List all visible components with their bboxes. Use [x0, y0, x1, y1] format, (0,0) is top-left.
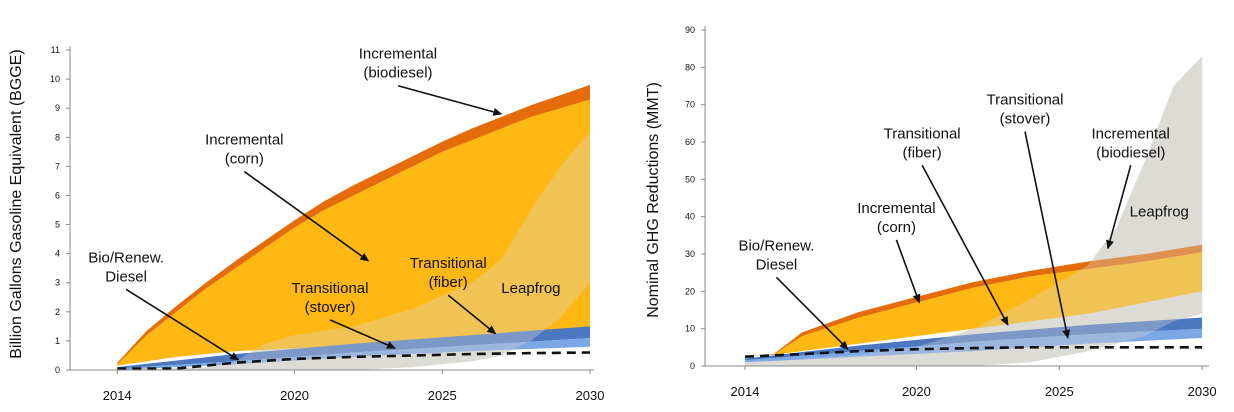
y-tick-label: 70: [685, 100, 695, 110]
y-tick-label: 90: [685, 25, 695, 35]
y-tick-label: 30: [685, 249, 695, 259]
annotation-arrow: [243, 170, 370, 262]
right-chart-y-axis-label: Nominal GHG Reductions (MMT): [645, 82, 662, 318]
left-chart-axes: [69, 46, 594, 371]
x-tick-label: 2025: [428, 388, 457, 403]
left-chart-bands: [117, 84, 591, 370]
right-annotation-transitional-fiber: Transitional (fiber): [884, 125, 961, 161]
left-chart-annotations: Incremental (biodiesel) Incremental (corn) B…: [88, 46, 561, 361]
y-tick-label: 10: [685, 324, 695, 334]
annotation-arrow: [397, 84, 503, 116]
right-band-incremental_biodiesel: [745, 244, 1203, 357]
y-tick-label: 40: [685, 212, 695, 222]
annotation-arrow: [329, 319, 396, 349]
right-annotation-incremental-biodiesel: Incremental (biodiesel): [1092, 125, 1170, 161]
y-tick-label: 20: [685, 286, 695, 296]
left-annotation-incremental-corn: Incremental (corn): [205, 132, 283, 168]
annotation-arrow: [921, 164, 1009, 326]
y-tick-label: 3: [55, 278, 60, 288]
left-annotation-transitional-stover: Transitional (stover): [292, 280, 369, 316]
x-tick-label: 2020: [902, 384, 931, 399]
annotation-arrow: [1024, 131, 1071, 339]
x-tick-label: 2025: [1045, 384, 1074, 399]
y-tick-label: 4: [55, 249, 60, 259]
left-chart: 0 1 2 3 4 5 6 7 8 9 10 11 2014 2020 2025 2030 Increment…: [8, 45, 604, 403]
right-chart-bands: [745, 56, 1203, 366]
left-bio-renew-diesel-line: [117, 351, 591, 370]
left-annotation-leapfrog: Leapfrog: [501, 280, 560, 297]
x-tick-label: 2030: [576, 388, 605, 403]
right-chart-axes: [704, 26, 1209, 367]
left-annotation-bio-renew-diesel: Bio/Renew. Diesel: [88, 249, 164, 285]
x-tick-label: 2020: [280, 388, 309, 403]
y-tick-label: 5: [55, 220, 60, 230]
x-tick-label: 2030: [1188, 384, 1217, 399]
left-chart-y-axis-label: Billion Gallons Gasoline Equivalent (BGG…: [8, 49, 25, 358]
left-band-leapfrog-overlay: [117, 131, 591, 370]
annotation-arrow: [447, 294, 497, 335]
right-chart-annotations: Transitional (stover) Transitional (fiber) I…: [738, 92, 1189, 350]
y-tick-label: 2: [55, 307, 60, 317]
annotation-arrow: [775, 276, 849, 350]
x-tick-label: 2014: [103, 388, 132, 403]
right-band-transitional_fiber: [745, 317, 1203, 361]
annotation-arrow: [125, 288, 240, 361]
left-chart-ticks: 0 1 2 3 4 5 6 7 8 9 10 11 2014 2020 2025 2030: [50, 45, 604, 403]
left-band-incremental_corn: [117, 99, 591, 366]
right-annotation-transitional-stover: Transitional (stover): [987, 92, 1064, 128]
right-band-transitional_stover: [745, 328, 1203, 363]
y-tick-label: 1: [55, 336, 60, 346]
y-tick-label: 6: [55, 190, 60, 200]
right-band-incremental_corn: [745, 252, 1203, 357]
y-tick-label: 80: [685, 62, 695, 72]
annotation-arrow: [895, 239, 921, 304]
y-tick-label: 10: [50, 74, 60, 84]
x-tick-label: 2014: [731, 384, 760, 399]
left-band-incremental_biodiesel: [117, 84, 591, 365]
y-tick-label: 9: [55, 103, 60, 113]
right-annotation-bio-renew-diesel: Bio/Renew. Diesel: [738, 237, 814, 273]
y-tick-label: 50: [685, 174, 695, 184]
y-tick-label: 8: [55, 132, 60, 142]
left-annotation-transitional-fiber: Transitional (fiber): [410, 255, 487, 291]
right-annotation-incremental-corn: Incremental (corn): [857, 200, 935, 236]
annotation-arrow: [1106, 165, 1132, 250]
left-annotation-incremental-biodiesel: Incremental (biodiesel): [359, 46, 437, 82]
right-annotation-leapfrog: Leapfrog: [1130, 204, 1189, 221]
y-tick-label: 0: [55, 365, 60, 375]
left-chart-diesel-line: [117, 351, 591, 370]
y-tick-label: 0: [690, 361, 695, 371]
right-bio-renew-diesel-line: [744, 345, 1203, 358]
right-band-leapfrog-overlay: [745, 56, 1203, 366]
y-tick-label: 11: [51, 45, 60, 55]
y-tick-label: 7: [55, 161, 60, 171]
right-chart-diesel-line: [744, 345, 1203, 358]
y-tick-label: 60: [685, 137, 695, 147]
left-band-transitional_stover: [117, 338, 591, 370]
